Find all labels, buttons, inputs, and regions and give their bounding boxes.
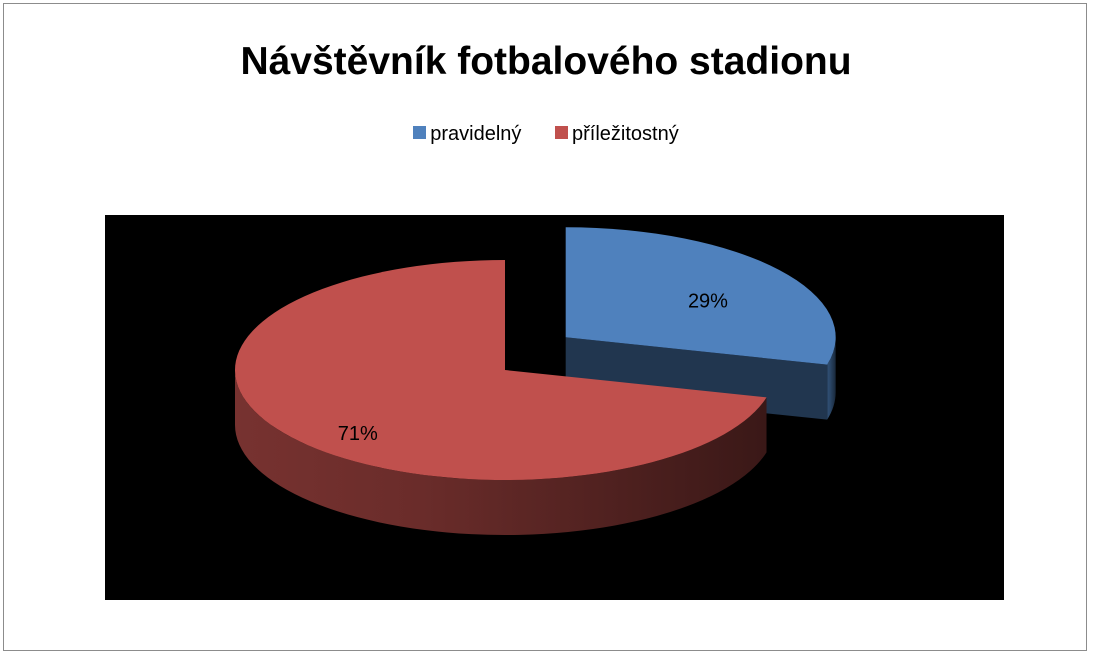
legend-label-pravidelny: pravidelný — [430, 122, 522, 145]
legend-swatch-prilezitostny — [555, 125, 568, 139]
legend-swatch-pravidelny — [413, 125, 427, 139]
plot-area: 29% 71% — [105, 215, 1004, 600]
pie-slice-side-1 — [234, 370, 767, 535]
chart-frame: Návštěvník fotbalového stadionu pravidel… — [3, 3, 1087, 651]
pie-slice-top-0 — [565, 227, 836, 365]
pie-slice-top-1 — [235, 260, 767, 480]
legend-item-pravidelny: pravidelný — [413, 121, 521, 147]
legend-label-prilezitostny: příležitostný — [572, 122, 679, 145]
chart-title: Návštěvník fotbalového stadionu — [240, 40, 852, 83]
data-label-1: 71% — [338, 423, 378, 445]
legend-item-prilezitostny: příležitostný — [555, 121, 679, 147]
pie-slice-1: 71% — [234, 260, 767, 535]
data-label-0: 29% — [688, 290, 728, 312]
pie-chart: 29% 71% — [234, 227, 836, 535]
chart-legend: pravidelný příležitostný — [4, 120, 1088, 147]
pie-slice-side-0 — [827, 337, 836, 420]
